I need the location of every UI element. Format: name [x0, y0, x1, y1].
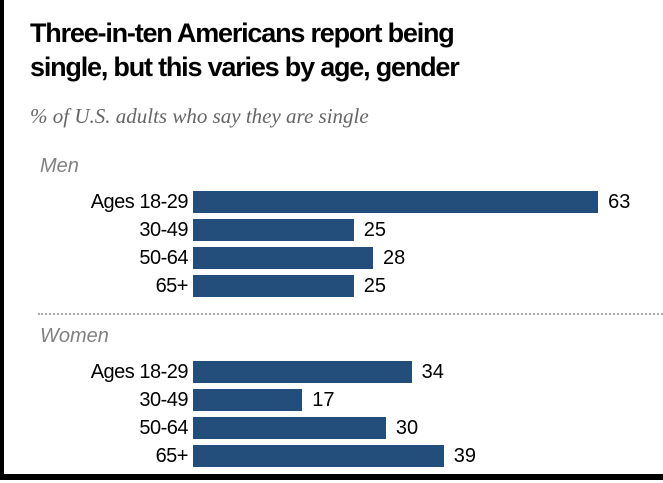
group-label-women: Women: [40, 325, 109, 347]
women-bar-rows: Ages 18-29 34 30-49 17 50-64 30 65+ 39: [30, 361, 663, 467]
bar-row: Ages 18-29 63: [30, 191, 663, 213]
bar: [193, 445, 444, 467]
bar-row: 65+ 39: [30, 445, 663, 467]
chart-title-line1: Three-in-ten Americans report being: [30, 18, 455, 48]
bar: [193, 361, 412, 383]
section-divider: [38, 313, 663, 315]
category-label: 30-49: [139, 388, 188, 411]
value-label: 34: [421, 360, 444, 383]
bar-row: 50-64 28: [30, 247, 663, 269]
value-label: 63: [608, 190, 631, 213]
value-label: 28: [383, 246, 406, 269]
women-section: Women Ages 18-29 34 30-49 17 50-64 30 65+ 39: [30, 323, 663, 473]
value-label: 39: [453, 444, 477, 467]
left-frame-border: [0, 0, 4, 480]
bar: [193, 247, 374, 269]
bar-row: 50-64 30: [30, 417, 663, 439]
bottom-frame-border: [0, 474, 663, 480]
category-label: Ages 18-29: [90, 360, 189, 383]
bar: [193, 191, 599, 213]
bar-row: 65+ 25: [30, 275, 663, 297]
value-label: 25: [363, 274, 386, 297]
category-label: 65+: [155, 274, 189, 297]
category-label: 65+: [155, 444, 189, 467]
chart-title-line2: single, but this varies by age, gender: [30, 52, 460, 82]
bar-row: Ages 18-29 34: [30, 361, 663, 383]
chart-title: Three-in-ten Americans report being sing…: [30, 16, 605, 84]
bar-row: 30-49 25: [30, 219, 663, 241]
bar-row: 30-49 17: [30, 389, 663, 411]
group-label-men: Men: [40, 155, 79, 177]
bar: [193, 275, 354, 297]
category-label: Ages 18-29: [90, 190, 189, 213]
bar: [193, 219, 354, 241]
men-section: Men Ages 18-29 63 30-49 25 50-64 28 65+ 25: [30, 153, 663, 303]
value-label: 25: [363, 218, 386, 241]
value-label: 30: [395, 416, 419, 439]
men-bar-rows: Ages 18-29 63 30-49 25 50-64 28 65+ 25: [30, 191, 663, 297]
category-label: 50-64: [139, 416, 188, 439]
chart-subtitle: % of U.S. adults who say they are single: [30, 104, 369, 128]
bar: [193, 389, 303, 411]
value-label: 17: [312, 388, 335, 411]
bar: [193, 417, 386, 439]
category-label: 50-64: [139, 246, 188, 269]
category-label: 30-49: [139, 218, 188, 241]
